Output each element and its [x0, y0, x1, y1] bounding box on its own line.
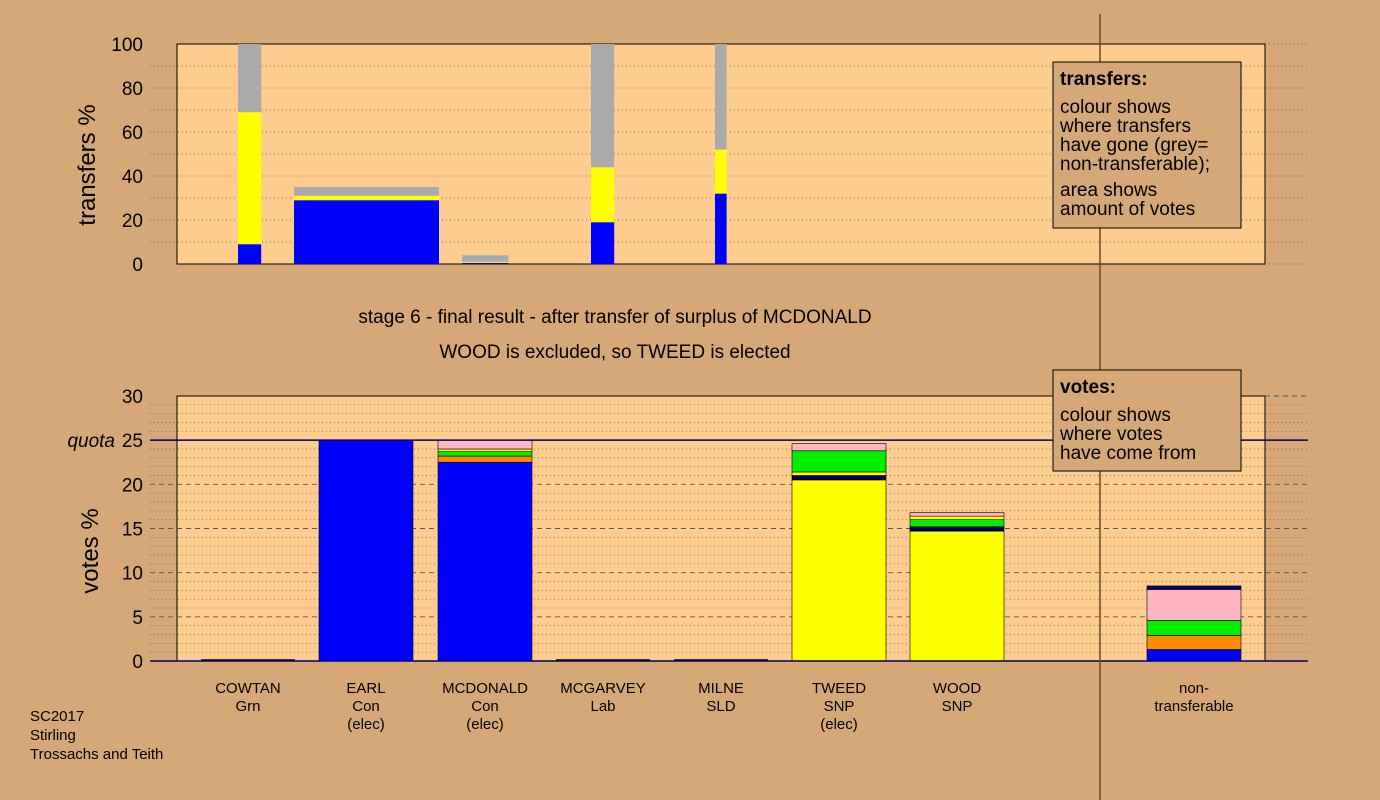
candidate-name: TWEED	[812, 680, 866, 697]
vote-segment-non-transferable-blue	[1146, 649, 1242, 662]
transfers-legend-line: colour shows	[1060, 97, 1171, 118]
candidate-name: non-	[1179, 680, 1209, 697]
y-tick-label: 25	[122, 431, 143, 452]
transfers-legend: transfers: colour shows where transfers …	[1052, 61, 1242, 229]
candidate-status: (elec)	[347, 716, 385, 733]
candidate-party: Lab	[590, 698, 615, 715]
transfers-legend-line: where transfers	[1059, 116, 1191, 137]
y-tick-label: 15	[122, 520, 143, 541]
candidate-party: transferable	[1154, 698, 1233, 715]
votes-bars	[201, 439, 1242, 662]
transfer-segment-earl-grey	[294, 187, 439, 196]
y-tick-label: 20	[122, 475, 143, 496]
transfer-segment-cowtan-yellow	[238, 112, 262, 245]
transfers-legend-line: non-transferable);	[1060, 154, 1210, 175]
stage-caption: stage 6 - final result - after transfer …	[358, 307, 871, 328]
transfers-legend-title: transfers:	[1060, 69, 1148, 90]
candidate-name: EARL	[346, 680, 385, 697]
transfer-segment-mcdonald-yellow	[462, 261, 509, 263]
vote-segment-mcdonald-orange	[437, 455, 533, 463]
vote-segment-wood-pink	[909, 512, 1005, 517]
vote-segment-wood-green	[909, 519, 1005, 528]
y-tick-label: 0	[132, 652, 143, 673]
transfers-legend-line: amount of votes	[1060, 199, 1195, 220]
candidate-party: SLD	[706, 698, 735, 715]
transfers-legend-line: area shows	[1060, 180, 1157, 201]
transfers-y-axis-label: transfers %	[74, 104, 101, 225]
transfer-segment-earl-blue	[294, 200, 439, 264]
y-tick-label: 5	[132, 608, 143, 629]
votes-legend-line: colour shows	[1060, 405, 1171, 426]
y-tick-label: 80	[122, 79, 143, 100]
votes-y-ticks: 0 5 10 15 20 25 30	[122, 387, 143, 673]
vote-segment-wood-navy	[909, 526, 1005, 532]
transfer-segment-milne-blue	[591, 222, 615, 264]
transfers-legend-box	[1052, 61, 1242, 229]
candidate-party: SNP	[942, 698, 973, 715]
vote-segment-mcdonald-pink	[437, 439, 533, 450]
transfer-segment-mcgarvey-grey	[715, 44, 727, 150]
vote-segment-mcdonald-blue	[437, 461, 533, 662]
votes-legend-line: where votes	[1059, 424, 1162, 445]
transfers-y-ticks: 0 20 40 60 80 100	[111, 35, 143, 276]
vote-segment-non-transferable-pink	[1146, 589, 1242, 621]
y-tick-label: 100	[111, 35, 143, 56]
candidate-name: MCDONALD	[442, 680, 528, 697]
footer-election: SC2017	[30, 708, 84, 725]
transfer-segment-earl-yellow	[294, 195, 439, 201]
stage-result: WOOD is excluded, so TWEED is elected	[439, 342, 790, 363]
y-tick-label: 40	[122, 167, 143, 188]
y-tick-label: 30	[122, 387, 143, 408]
votes-legend-title: votes:	[1060, 377, 1116, 398]
candidate-status: (elec)	[820, 716, 858, 733]
transfer-segment-mcgarvey-blue	[715, 193, 727, 264]
votes-legend: votes: colour shows where votes have com…	[1052, 369, 1242, 472]
vote-segment-tweed-green	[791, 450, 887, 473]
candidate-name: MILNE	[698, 680, 744, 697]
candidate-labels: COWTANGrnEARLCon(elec)MCDONALDCon(elec)M…	[215, 680, 1233, 733]
footer-ward: Trossachs and Teith	[30, 746, 163, 763]
transfer-segment-cowtan-grey	[238, 44, 262, 113]
votes-legend-box	[1052, 369, 1242, 472]
quota-label: quota	[67, 431, 115, 452]
vote-segment-earl-blue	[318, 439, 414, 662]
vote-segment-tweed-yellow	[791, 471, 887, 476]
candidate-party: SNP	[824, 698, 855, 715]
vote-segment-wood-yellow	[909, 530, 1005, 662]
candidate-name: COWTAN	[215, 680, 281, 697]
candidate-party: Grn	[235, 698, 260, 715]
transfer-segment-milne-grey	[591, 44, 615, 168]
candidate-status: (elec)	[466, 716, 504, 733]
candidate-party: Con	[471, 698, 499, 715]
vote-segment-non-transferable-navy	[1146, 585, 1242, 590]
vote-segment-non-transferable-orange	[1146, 635, 1242, 650]
y-tick-label: 10	[122, 564, 143, 585]
candidate-name: WOOD	[933, 680, 981, 697]
y-tick-label: 60	[122, 123, 143, 144]
votes-y-axis-label: votes %	[77, 508, 104, 593]
vote-segment-mcdonald-green	[437, 451, 533, 457]
vote-segment-mcdonald-yellow	[437, 448, 533, 452]
candidate-name: MCGARVEY	[560, 680, 646, 697]
transfer-segment-milne-yellow	[591, 167, 615, 223]
y-tick-label: 20	[122, 211, 143, 232]
vote-segment-tweed-navy	[791, 475, 887, 481]
votes-panel: 0 5 10 15 20 25 30 quota votes %	[67, 387, 1308, 673]
vote-segment-wood-yellow	[909, 515, 1005, 520]
vote-segment-non-transferable-green	[1146, 620, 1242, 636]
transfer-segment-mcdonald-grey	[462, 255, 509, 262]
votes-legend-line: have come from	[1060, 443, 1196, 464]
y-tick-label: 0	[132, 255, 143, 276]
transfer-segment-cowtan-blue	[238, 244, 262, 264]
transfers-bars	[238, 44, 727, 264]
transfer-segment-mcdonald-blue	[462, 262, 509, 264]
vote-segment-tweed-yellow	[791, 479, 887, 662]
transfers-legend-line: have gone (grey=	[1060, 135, 1208, 156]
footer-council: Stirling	[30, 727, 76, 744]
candidate-party: Con	[352, 698, 380, 715]
transfer-segment-mcgarvey-yellow	[715, 149, 727, 194]
vote-segment-tweed-pink	[791, 443, 887, 452]
